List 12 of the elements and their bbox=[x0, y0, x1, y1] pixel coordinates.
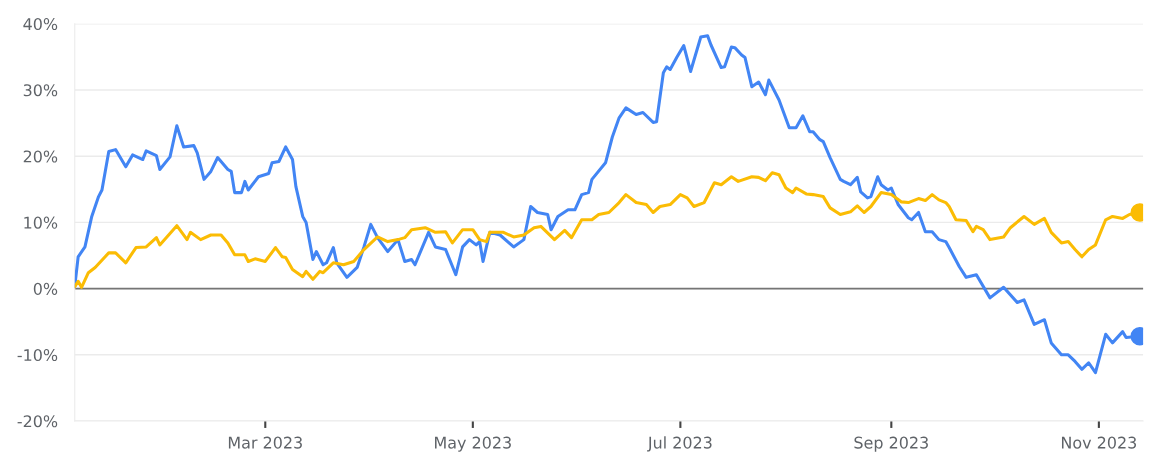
x-tick-label: May 2023 bbox=[435, 436, 511, 452]
y-tick-label: -10% bbox=[17, 349, 58, 362]
y-tick-label: 0% bbox=[33, 282, 58, 295]
y-tick-label: -20% bbox=[17, 415, 58, 428]
y-tick-label: 40% bbox=[23, 18, 58, 31]
x-tick-label: Jul 2023 bbox=[647, 436, 712, 452]
y-tick-label: 10% bbox=[24, 216, 58, 229]
x-tick-label: Mar 2023 bbox=[228, 436, 302, 449]
y-tick-label: 30% bbox=[23, 84, 58, 97]
y-tick-label: 20% bbox=[23, 150, 58, 163]
x-tick-label: Sep 2023 bbox=[854, 436, 928, 452]
x-tick-label: Nov 2023 bbox=[1061, 436, 1137, 449]
